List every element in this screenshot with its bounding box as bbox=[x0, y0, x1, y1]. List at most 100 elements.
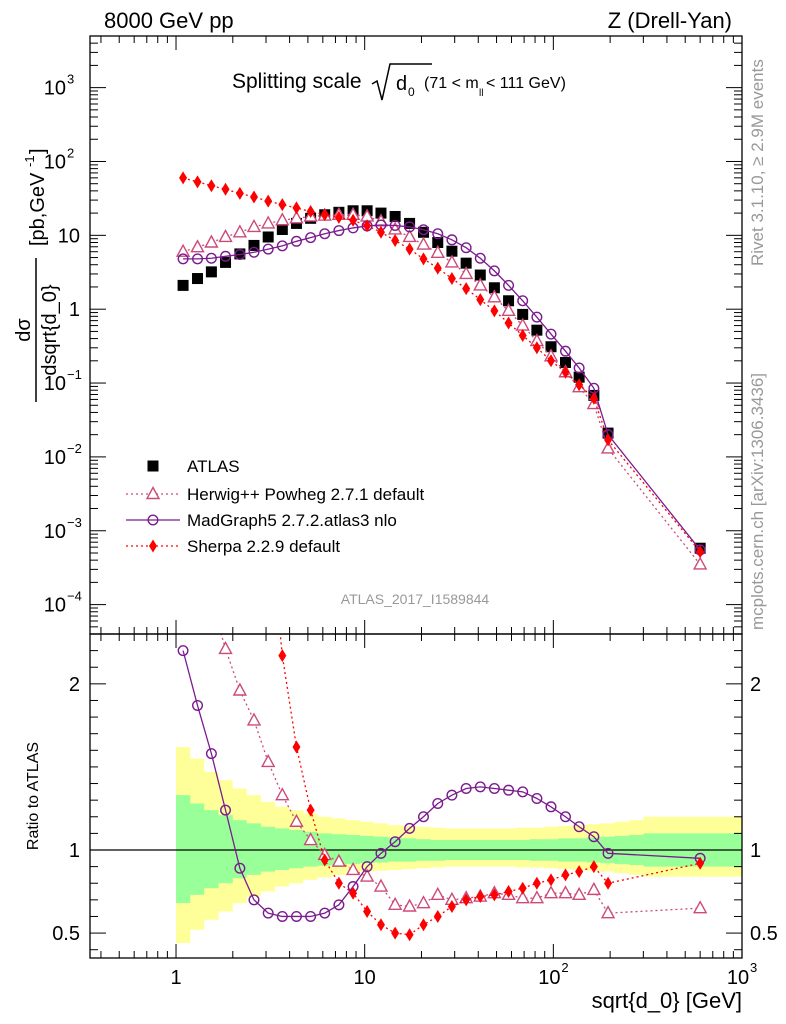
atlas-point bbox=[375, 207, 387, 219]
analysis-id: ATLAS_2017_I1589844 bbox=[341, 591, 490, 607]
atlas-point bbox=[531, 324, 543, 336]
atlas-point bbox=[177, 279, 189, 291]
atlas-point bbox=[474, 269, 486, 281]
madgraph-point bbox=[573, 362, 585, 374]
herwig-ratio-point bbox=[205, 594, 217, 605]
herwig-point bbox=[402, 229, 417, 243]
header-right: Z (Drell-Yan) bbox=[608, 8, 732, 33]
herwig-ratio-point bbox=[275, 787, 290, 801]
madgraph-point bbox=[474, 252, 486, 264]
sherpa-point bbox=[433, 261, 442, 275]
herwig-ratio-point bbox=[345, 861, 361, 876]
y-tick-exponent: −3 bbox=[67, 515, 82, 530]
madgraph-point bbox=[192, 253, 204, 265]
madgraph-point bbox=[488, 265, 500, 277]
title-sub: 0 bbox=[408, 85, 415, 99]
herwig-ratio-point bbox=[192, 569, 204, 580]
atlas-point bbox=[417, 226, 429, 238]
sherpa-ratio-point bbox=[547, 873, 556, 887]
sherpa-ratio-point bbox=[433, 909, 442, 923]
sherpa-ratio-point bbox=[376, 918, 385, 932]
y-tick-label: 10 bbox=[44, 521, 66, 543]
sherpa-ratio-point bbox=[604, 876, 613, 890]
legend-marker-madgraph bbox=[147, 514, 159, 526]
madgraph-point bbox=[276, 240, 288, 252]
madgraph-point bbox=[248, 246, 260, 258]
sherpa-point bbox=[419, 252, 428, 266]
madgraph-point bbox=[220, 250, 232, 262]
sherpa-point bbox=[264, 194, 273, 208]
madgraph-point bbox=[290, 235, 302, 247]
y-tick-label: 10 bbox=[44, 373, 66, 395]
sherpa-point bbox=[532, 341, 541, 355]
herwig-point bbox=[190, 239, 205, 253]
herwig-point bbox=[275, 212, 290, 226]
atlas-point bbox=[559, 356, 571, 368]
madgraph-ratio-point bbox=[460, 783, 472, 795]
sherpa-ratio-point bbox=[306, 803, 315, 817]
herwig-point bbox=[232, 224, 248, 238]
sherpa-ratio-point bbox=[292, 740, 301, 754]
sherpa-point bbox=[376, 225, 385, 239]
madgraph-ratio-point bbox=[559, 811, 571, 823]
sherpa-point bbox=[405, 242, 414, 256]
sherpa-point bbox=[696, 545, 705, 559]
sherpa-ratio-line bbox=[279, 634, 701, 936]
herwig-ratio-point bbox=[543, 885, 559, 899]
sherpa-ratio-point bbox=[320, 853, 329, 867]
uncertainty-bands bbox=[176, 746, 742, 944]
y-tick-label: 10 bbox=[44, 151, 66, 173]
title-range-sub: ll bbox=[479, 88, 483, 99]
madgraph-point bbox=[531, 311, 543, 323]
madgraph-point bbox=[417, 224, 429, 236]
madgraph-ratio-point bbox=[446, 789, 458, 801]
herwig-ratio-point bbox=[558, 885, 573, 899]
x-tick-label: 1 bbox=[170, 967, 181, 989]
madgraph-ratio-point bbox=[503, 784, 515, 796]
sherpa-ratio-point bbox=[250, 262, 258, 275]
herwig-point bbox=[692, 556, 708, 570]
ratio-plot-frame bbox=[89, 633, 743, 959]
atlas-point bbox=[488, 282, 500, 294]
herwig-ratio-point bbox=[430, 886, 445, 901]
herwig-ratio-point bbox=[387, 896, 403, 911]
title-range-post: < 111 GeV) bbox=[486, 75, 566, 92]
title-d: d bbox=[396, 73, 407, 95]
svg-text:ll: ll bbox=[479, 88, 483, 99]
ylabel-units-end: ] bbox=[27, 148, 49, 154]
herwig-point bbox=[218, 229, 233, 243]
herwig-point bbox=[261, 215, 276, 229]
madgraph-ratio-point bbox=[432, 797, 444, 809]
sherpa-point bbox=[504, 316, 513, 330]
sherpa-ratio-point bbox=[504, 885, 513, 899]
herwig-ratio-point bbox=[692, 900, 708, 914]
madgraph-ratio-point bbox=[290, 910, 302, 922]
sherpa-ratio-point bbox=[462, 893, 471, 907]
madgraph-point bbox=[503, 279, 515, 291]
legend-marker-herwig bbox=[145, 486, 161, 500]
herwig-ratio-point bbox=[246, 712, 262, 726]
sherpa-ratio-point bbox=[363, 904, 372, 918]
madgraph-point bbox=[404, 221, 416, 233]
sherpa-point bbox=[278, 198, 287, 212]
herwig-ratio-point bbox=[218, 640, 233, 655]
madgraph-ratio-point bbox=[417, 811, 429, 823]
x-tick-label: 10 bbox=[538, 967, 560, 989]
herwig-point bbox=[473, 277, 488, 291]
sherpa-ratio-point bbox=[391, 926, 400, 940]
atlas-point bbox=[205, 266, 217, 278]
madgraph-ratio-point bbox=[588, 831, 600, 843]
plot-frames bbox=[89, 35, 743, 959]
madgraph-ratio-line bbox=[182, 650, 701, 918]
ratio-y-tick-label-right: 1 bbox=[750, 840, 761, 862]
sherpa-point bbox=[193, 175, 202, 189]
x-tick-label: 10 bbox=[354, 967, 376, 989]
herwig-point bbox=[416, 236, 431, 250]
svg-text:-1: -1 bbox=[22, 155, 37, 167]
madgraph-ratio-point bbox=[319, 907, 331, 919]
herwig-ratio-point bbox=[261, 753, 276, 768]
sherpa-ratio-point bbox=[349, 886, 358, 900]
header-left: 8000 GeV pp bbox=[104, 8, 234, 33]
